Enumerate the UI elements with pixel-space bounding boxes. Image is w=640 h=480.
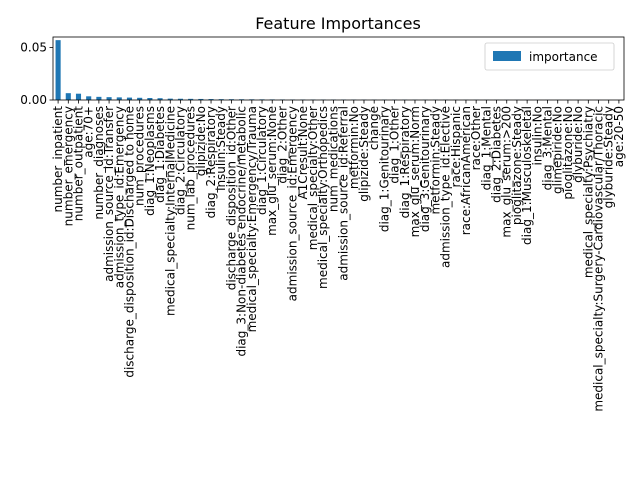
y-axis: 0.00 0.05	[20, 41, 53, 107]
x-tick-label-0: number_inpatient	[51, 106, 65, 213]
x-tick-label-8: num_procedures	[133, 106, 147, 206]
x-tick-label-55: age:20-50	[612, 106, 626, 167]
x-tick-label-23: admission_source_id:Emergency	[286, 106, 300, 301]
x-tick-label-42: diag_1:Mental	[479, 106, 493, 190]
legend-swatch	[493, 51, 521, 61]
x-tick-label-26: medical_specialty:Orthopedics	[316, 106, 330, 289]
x-tick-label-27: num_medications	[326, 106, 340, 212]
legend-label: importance	[529, 50, 598, 64]
x-tick-label-47: insulin:No	[530, 106, 544, 165]
x-tick-label-50: pioglitazone:No	[561, 106, 575, 200]
x-tick-label-14: glipizide:No	[194, 106, 208, 176]
bar-13	[188, 98, 194, 100]
bar-8	[137, 97, 143, 100]
x-tick-label-10: diag_1:Diabetes	[153, 106, 167, 203]
x-tick-label-28: admission_source_id:Referral	[337, 106, 351, 281]
plot-frame	[52, 36, 625, 101]
y-tick-label-1: 0.05	[20, 41, 47, 55]
bar-12	[177, 98, 184, 100]
x-tick-label-12: diag_2:Circulatory	[173, 106, 187, 215]
bar-11	[167, 98, 173, 100]
x-tick-label-4: number_diagnoses	[92, 106, 106, 220]
x-tick-label-36: diag_3:Genitourinary	[418, 106, 432, 232]
x-tick-label-37: metformin:Steady	[428, 106, 442, 215]
x-tick-label-41: race:Other	[469, 106, 483, 170]
x-tick-label-40: race:AfricanAmerican	[459, 106, 473, 235]
x-tick-label-46: diag_1:Musculoskeletal	[520, 106, 534, 245]
legend-box	[484, 42, 615, 71]
x-tick-label-34: diag_1:Respiratory	[398, 106, 412, 218]
x-tick-label-44: max_glu_serum:>200	[500, 106, 514, 238]
x-tick-label-53: medical_specialty:Surgery-Cardiovascular…	[592, 106, 606, 412]
x-tick-label-2: number_outpatient	[71, 106, 85, 221]
x-tick-label-32: diag_1:Genitourinary	[377, 106, 391, 232]
x-tick-label-18: diag_3:Non-diabetes endocrine/metabolic	[235, 106, 249, 357]
x-tick-label-21: max_glu_serum:None	[265, 106, 279, 236]
x-tick-label-24: A1Cresult:None	[296, 106, 310, 200]
x-tick-label-19: medical_specialty:Emergency/Trauma	[245, 106, 259, 332]
x-tick-label-7: discharge_disposition_id:Discharged to h…	[122, 106, 136, 378]
x-tick-label-51: glyburide:No	[571, 106, 585, 183]
bar-16	[218, 99, 224, 100]
bar-5	[106, 97, 112, 100]
bar-0	[55, 40, 61, 100]
x-tick-label-1: number_emergency	[61, 106, 75, 226]
chart-title: Feature Importances	[255, 14, 421, 33]
bar-7	[126, 97, 133, 100]
x-tick-label-43: diag_2:Diabetes	[490, 106, 504, 203]
legend: importance	[484, 42, 615, 71]
bar-4	[96, 96, 102, 100]
x-tick-label-35: max_glu_serum:Norm	[408, 106, 422, 237]
bar-14	[198, 98, 204, 100]
x-tick-label-31: change	[367, 106, 381, 150]
x-tick-label-25: medical_specialty:Other	[306, 106, 320, 250]
bar-9	[147, 98, 153, 100]
x-tick-label-20: diag_1:Circulatory	[255, 106, 269, 215]
x-tick-label-33: diag_1:Other	[388, 106, 402, 184]
x-tick-label-15: diag_2:Respiratory	[204, 106, 218, 218]
x-tick-label-5: admission_source_id:Transfer	[102, 106, 116, 282]
bar-2	[75, 93, 82, 100]
bar-10	[157, 98, 163, 100]
bar-1	[65, 93, 71, 100]
x-tick-label-3: age:70+	[82, 106, 96, 158]
x-tick-label-17: discharge_disposition_id:Other	[224, 106, 238, 290]
x-axis: number_inpatientnumber_emergencynumber_o…	[51, 100, 626, 412]
x-tick-label-49: glimepiride:No	[551, 106, 565, 194]
x-tick-label-22: diag_2:Other	[275, 106, 289, 184]
x-tick-label-30: glipizide:Steady	[357, 106, 371, 202]
y-tick-label-0: 0.00	[20, 93, 47, 107]
bar-6	[116, 97, 122, 100]
x-tick-label-13: num_lab_procedures	[184, 106, 198, 230]
x-tick-label-9: diag_1:Neoplasms	[143, 106, 157, 216]
x-tick-label-48: diag_3:Mental	[541, 106, 555, 190]
bar-15	[208, 99, 214, 100]
x-tick-label-11: medical_specialty:InternalMedicine	[163, 106, 177, 316]
x-tick-label-38: admission_type_id:Elective	[439, 106, 453, 268]
x-tick-label-39: race:Hispanic	[449, 106, 463, 187]
x-tick-label-29: metformin:No	[347, 106, 361, 189]
x-tick-label-6: admission_type_id:Emergency	[112, 106, 126, 288]
x-tick-label-16: insulin:Steady	[214, 106, 228, 191]
bar-3	[86, 96, 92, 100]
x-tick-label-54: glyburide:Steady	[602, 106, 616, 208]
x-tick-label-45: pioglitazone:Steady	[510, 106, 524, 225]
x-tick-label-52: medical_specialty:Psychiatry	[581, 106, 595, 278]
